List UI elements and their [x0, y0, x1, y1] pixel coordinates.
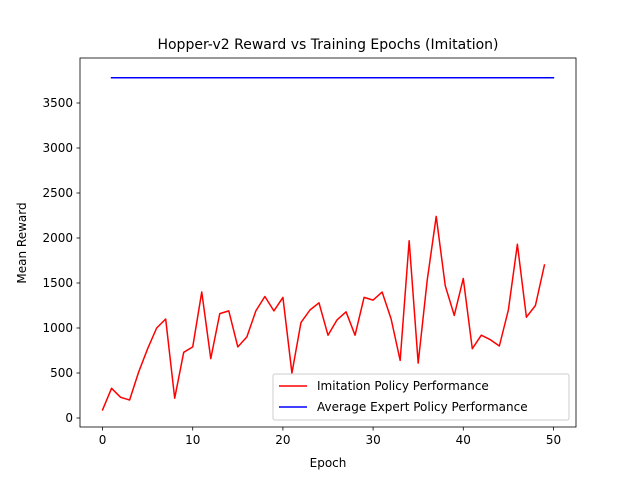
y-tick-label: 0 [65, 411, 73, 425]
legend-label-1: Average Expert Policy Performance [317, 400, 528, 414]
x-tick-label: 10 [185, 433, 200, 447]
legend: Imitation Policy Performance Average Expe… [272, 373, 570, 421]
y-tick-label: 2500 [42, 186, 73, 200]
series-line-0 [101, 215, 546, 411]
x-tick-label: 50 [546, 433, 561, 447]
y-tick-label: 1500 [42, 276, 73, 290]
y-axis-label: Mean Reward [15, 202, 29, 283]
y-tick-label: 3500 [42, 96, 73, 110]
y-tick-label: 2000 [42, 231, 73, 245]
y-tick-label: 1000 [42, 321, 73, 335]
y-tick-label: 3000 [42, 141, 73, 155]
x-tick-label: 30 [365, 433, 380, 447]
axes-frame [79, 57, 577, 428]
chart-title: Hopper-v2 Reward vs Training Epochs (Imi… [157, 37, 498, 53]
x-tick-label: 0 [99, 433, 107, 447]
legend-box [272, 373, 570, 421]
legend-label-0: Imitation Policy Performance [317, 379, 489, 393]
x-tick-label: 40 [456, 433, 471, 447]
x-tick-label: 20 [275, 433, 290, 447]
x-axis-label: Epoch [310, 456, 347, 470]
y-tick-label: 500 [50, 366, 73, 380]
